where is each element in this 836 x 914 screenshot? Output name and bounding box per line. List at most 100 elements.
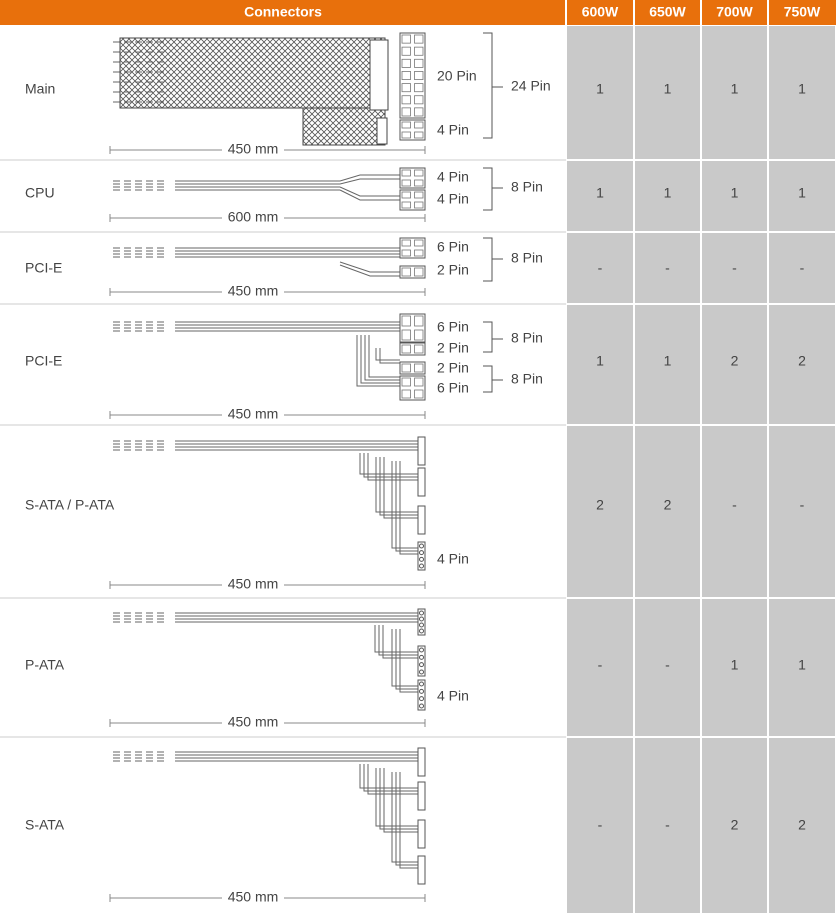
row-label: CPU: [25, 185, 55, 201]
value: -: [598, 260, 603, 276]
cable-diagram: [113, 436, 426, 571]
connector-pin: [414, 329, 424, 341]
connector-pin: [401, 83, 411, 93]
cable-line: [359, 764, 418, 789]
value: 2: [798, 817, 806, 833]
total-label: 8 Pin: [511, 250, 543, 266]
connector-pin: [419, 616, 424, 622]
length-label: 450 mm: [228, 714, 279, 730]
total-label: 8 Pin: [511, 179, 543, 195]
cable-line: [379, 768, 418, 830]
value: 1: [798, 657, 806, 673]
value-cell: [567, 233, 633, 303]
row-label: PCI-E: [25, 260, 62, 276]
value-cell: [702, 426, 767, 597]
cable-diagram: [113, 32, 426, 146]
cable-line: [356, 335, 400, 387]
connector-pin: [401, 344, 411, 354]
value: 1: [596, 185, 604, 201]
connector-pin: [414, 267, 424, 277]
cable-mesh: [119, 37, 386, 109]
connector-pin: [414, 107, 424, 117]
bracket: [483, 167, 503, 211]
sleeve: [376, 117, 388, 145]
connector-pin: [414, 389, 424, 399]
value-cell: [702, 599, 767, 736]
value-cell: [567, 26, 633, 159]
value: 2: [798, 353, 806, 369]
cable-line: [339, 264, 400, 277]
connector-pin: [401, 201, 411, 209]
connector: [417, 679, 426, 711]
value-cell: [567, 599, 633, 736]
connector-pin: [401, 95, 411, 105]
cable-line: [395, 461, 418, 552]
connector-pin: [401, 377, 411, 387]
value-cell: [635, 426, 700, 597]
cable-line: [399, 772, 418, 869]
cable-line: [382, 625, 418, 659]
cable-line: [375, 457, 418, 513]
header-cell: 600W: [582, 4, 619, 20]
value-cell: [769, 305, 835, 424]
value: 1: [596, 353, 604, 369]
cable-line: [339, 186, 400, 197]
value-cell: [769, 26, 835, 159]
table-row: PCI-E 1 1 2 2 450 mm 6 Pin 2 Pin 2 Pin 6 Pin 8 Pin…: [0, 303, 835, 424]
value-cell: [567, 426, 633, 597]
value: 2: [731, 817, 739, 833]
connector-pin: [414, 58, 424, 68]
value-cell: [702, 161, 767, 231]
pin-label: 6 Pin: [437, 319, 469, 335]
cable-diagram: [113, 747, 426, 885]
value-cell: [567, 738, 633, 913]
connector-pin: [414, 34, 424, 44]
connector-pin: [401, 239, 411, 247]
cable-diagram: [113, 237, 426, 279]
table-row: S-ATA / P-ATA 2 2 - - 450 mm 4 Pin: [0, 424, 835, 597]
header-bar: [0, 0, 836, 25]
connector-pin: [419, 610, 424, 616]
dimension-gap: [222, 716, 284, 730]
connector: [399, 237, 426, 259]
row-label: S-ATA / P-ATA: [25, 497, 115, 513]
total-label: 8 Pin: [511, 371, 543, 387]
cable-line: [383, 457, 418, 519]
cable-line: [399, 629, 418, 693]
value: 1: [798, 81, 806, 97]
pin-label: 4 Pin: [437, 169, 469, 185]
connector-pin: [414, 83, 424, 93]
connector-pin: [419, 622, 424, 628]
connector-pin: [401, 169, 411, 177]
cable-line: [368, 335, 400, 378]
cable-line: [375, 768, 418, 827]
pin-label: 20 Pin: [437, 68, 477, 84]
value: -: [598, 657, 603, 673]
bracket: [483, 321, 503, 353]
table-row: S-ATA - - 2 2 450 mm: [0, 736, 835, 913]
connector-pin: [414, 179, 424, 187]
dimension-gap: [222, 578, 284, 592]
cable-line: [395, 629, 418, 690]
connector: [417, 819, 426, 849]
header-cell: 650W: [649, 4, 686, 20]
value: -: [732, 497, 737, 513]
length-label: 450 mm: [228, 283, 279, 299]
connector: [399, 265, 426, 279]
row-label: Main: [25, 81, 55, 97]
connector: [417, 467, 426, 497]
connector-pin: [401, 34, 411, 44]
connector-pin: [401, 58, 411, 68]
value: 1: [731, 657, 739, 673]
connector-pin: [414, 363, 424, 373]
connector-pin: [419, 556, 424, 562]
cable-line: [395, 772, 418, 866]
connector-pin: [401, 249, 411, 257]
connector: [399, 361, 426, 375]
connector-pin: [401, 179, 411, 187]
connector-pin: [401, 329, 411, 341]
connector: [399, 313, 426, 343]
connector-pin: [401, 191, 411, 199]
row-label: S-ATA: [25, 817, 65, 833]
total-label: 24 Pin: [511, 78, 551, 94]
